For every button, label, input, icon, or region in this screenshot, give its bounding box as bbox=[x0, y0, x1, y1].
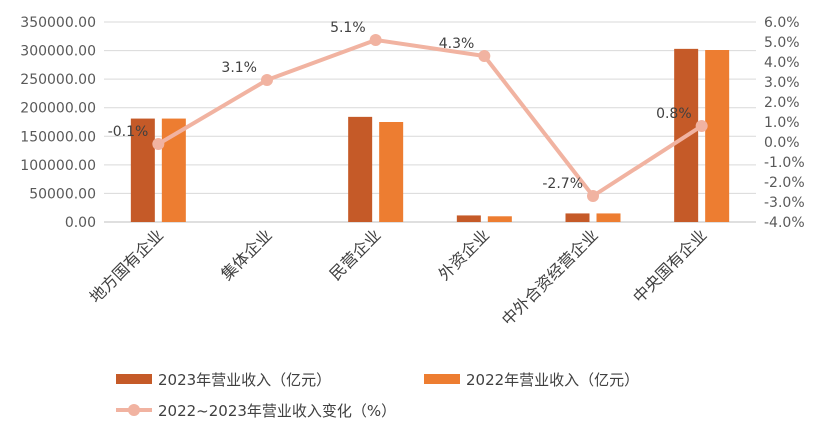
data-label: 5.1% bbox=[330, 20, 366, 36]
data-label: 3.1% bbox=[221, 60, 257, 76]
y-right-tick-label: -2.0% bbox=[764, 175, 805, 191]
bar bbox=[596, 213, 621, 222]
data-label: 0.8% bbox=[656, 106, 692, 122]
legend-swatch bbox=[116, 374, 152, 384]
bar bbox=[487, 216, 512, 222]
data-label: -0.1% bbox=[108, 124, 149, 140]
legend-label: 2022年营业收入（亿元） bbox=[466, 371, 639, 389]
bar bbox=[379, 122, 404, 222]
line-series bbox=[157, 38, 703, 198]
line-point bbox=[369, 34, 382, 46]
category-label: 地方国有企业 bbox=[86, 225, 167, 306]
legend-swatch bbox=[424, 374, 460, 384]
bar bbox=[348, 116, 373, 222]
legend-label: 2023年营业收入（亿元） bbox=[158, 371, 331, 389]
y-right-tick-label: 1.0% bbox=[764, 115, 800, 131]
data-label: -2.7% bbox=[542, 176, 583, 192]
data-label: 4.3% bbox=[439, 36, 475, 52]
line-point bbox=[695, 120, 708, 132]
bar bbox=[456, 215, 481, 222]
y-left-tick-label: 50000.00 bbox=[29, 186, 96, 202]
y-left-tick-label: 150000.00 bbox=[20, 129, 96, 145]
legend-swatch-marker bbox=[128, 404, 140, 416]
y-left-tick-label: 200000.00 bbox=[20, 101, 96, 117]
y-right-tick-label: -3.0% bbox=[764, 195, 805, 211]
y-left-tick-label: 300000.00 bbox=[20, 44, 96, 60]
line-point bbox=[587, 190, 599, 202]
category-label: 中外合资经营企业 bbox=[498, 225, 602, 329]
category-label: 民营企业 bbox=[326, 225, 385, 284]
line-point bbox=[261, 74, 273, 86]
y-right-tick-label: -4.0% bbox=[764, 215, 805, 231]
bar bbox=[705, 50, 730, 222]
y-left-tick-label: 100000.00 bbox=[20, 158, 96, 174]
y-right-tick-label: 6.0% bbox=[764, 15, 800, 31]
line-point bbox=[478, 50, 491, 62]
category-label: 中央国有企业 bbox=[629, 225, 710, 306]
category-label: 集体企业 bbox=[217, 225, 276, 284]
y-left-tick-label: 350000.00 bbox=[20, 15, 96, 31]
y-right-tick-label: -1.0% bbox=[764, 155, 805, 171]
line-point bbox=[152, 138, 165, 150]
bar bbox=[130, 118, 155, 222]
bar bbox=[565, 213, 590, 222]
y-right-tick-label: 0.0% bbox=[764, 135, 800, 151]
y-right-tick-label: 4.0% bbox=[764, 55, 800, 71]
y-right-tick-label: 2.0% bbox=[764, 95, 800, 111]
legend-label: 2022~2023年营业收入变化（%） bbox=[158, 402, 396, 420]
category-label: 外资企业 bbox=[434, 225, 493, 284]
y-right-tick-label: 5.0% bbox=[764, 35, 800, 51]
y-left-tick-label: 250000.00 bbox=[20, 72, 96, 88]
y-left-tick-label: 0.00 bbox=[65, 215, 96, 231]
y-right-tick-label: 3.0% bbox=[764, 75, 800, 91]
